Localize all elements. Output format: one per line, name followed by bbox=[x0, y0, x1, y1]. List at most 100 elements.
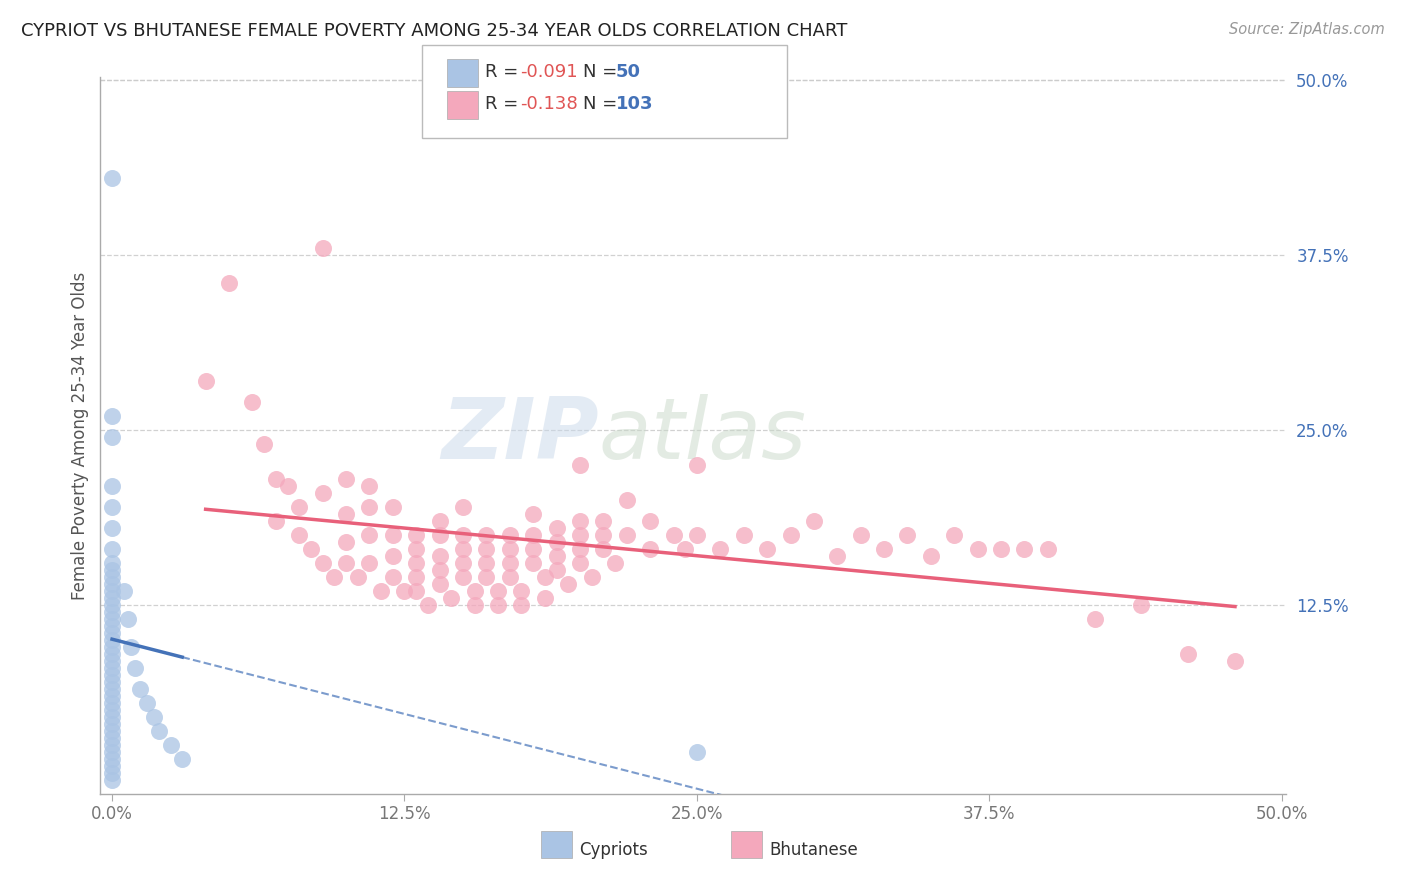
Point bbox=[101, 541, 124, 556]
Point bbox=[370, 583, 392, 598]
Point bbox=[464, 598, 486, 612]
Point bbox=[148, 723, 170, 738]
Point bbox=[451, 500, 474, 514]
Point bbox=[440, 591, 463, 605]
Point bbox=[686, 745, 709, 759]
Point bbox=[101, 479, 124, 493]
Text: N =: N = bbox=[583, 63, 623, 81]
Point bbox=[359, 556, 381, 570]
Point bbox=[405, 528, 427, 542]
Point bbox=[475, 556, 498, 570]
Point bbox=[101, 619, 124, 633]
Point bbox=[101, 430, 124, 444]
Point bbox=[101, 598, 124, 612]
Point bbox=[242, 395, 264, 409]
Point bbox=[359, 500, 381, 514]
Point bbox=[381, 500, 404, 514]
Point bbox=[451, 570, 474, 584]
Point bbox=[546, 563, 568, 577]
Point bbox=[756, 541, 779, 556]
Point bbox=[568, 458, 591, 472]
Point bbox=[429, 528, 451, 542]
Point bbox=[117, 612, 139, 626]
Point bbox=[101, 758, 124, 772]
Point bbox=[359, 528, 381, 542]
Point bbox=[920, 549, 942, 563]
Point bbox=[101, 738, 124, 752]
Point bbox=[101, 605, 124, 619]
Text: Bhutanese: Bhutanese bbox=[769, 841, 858, 859]
Point bbox=[143, 709, 166, 723]
Point bbox=[405, 541, 427, 556]
Point bbox=[381, 528, 404, 542]
Point bbox=[803, 514, 825, 528]
Point bbox=[568, 514, 591, 528]
Point bbox=[129, 681, 152, 696]
Point bbox=[966, 541, 988, 556]
Point bbox=[568, 528, 591, 542]
Point bbox=[429, 514, 451, 528]
Text: R =: R = bbox=[485, 63, 524, 81]
Point bbox=[101, 716, 124, 731]
Point bbox=[101, 654, 124, 668]
Point bbox=[451, 528, 474, 542]
Point bbox=[101, 632, 124, 647]
Point bbox=[522, 528, 544, 542]
Point bbox=[1223, 654, 1246, 668]
Point bbox=[101, 521, 124, 535]
Point bbox=[346, 570, 368, 584]
Point bbox=[499, 528, 522, 542]
Point bbox=[603, 556, 626, 570]
Point bbox=[101, 612, 124, 626]
Point bbox=[101, 409, 124, 423]
Point bbox=[873, 541, 896, 556]
Point bbox=[499, 556, 522, 570]
Point bbox=[264, 472, 287, 486]
Point bbox=[405, 583, 427, 598]
Point bbox=[499, 541, 522, 556]
Point bbox=[568, 556, 591, 570]
Point bbox=[592, 514, 614, 528]
Text: Cypriots: Cypriots bbox=[579, 841, 648, 859]
Point bbox=[101, 674, 124, 689]
Point bbox=[499, 570, 522, 584]
Point bbox=[194, 374, 217, 388]
Point bbox=[827, 549, 849, 563]
Point bbox=[120, 640, 142, 654]
Text: Source: ZipAtlas.com: Source: ZipAtlas.com bbox=[1229, 22, 1385, 37]
Point bbox=[522, 541, 544, 556]
Point bbox=[896, 528, 918, 542]
Point bbox=[311, 556, 333, 570]
Point bbox=[335, 472, 357, 486]
Point bbox=[381, 549, 404, 563]
Point bbox=[686, 458, 709, 472]
Point bbox=[522, 556, 544, 570]
Point bbox=[416, 598, 439, 612]
Point bbox=[101, 723, 124, 738]
Point bbox=[101, 625, 124, 640]
Point bbox=[546, 549, 568, 563]
Point bbox=[101, 681, 124, 696]
Y-axis label: Female Poverty Among 25-34 Year Olds: Female Poverty Among 25-34 Year Olds bbox=[72, 271, 89, 599]
Text: -0.091: -0.091 bbox=[520, 63, 578, 81]
Point bbox=[779, 528, 801, 542]
Point bbox=[522, 507, 544, 521]
Point bbox=[124, 661, 146, 675]
Point bbox=[592, 541, 614, 556]
Point bbox=[638, 514, 661, 528]
Point bbox=[101, 703, 124, 717]
Text: R =: R = bbox=[485, 95, 524, 113]
Point bbox=[101, 689, 124, 703]
Point bbox=[101, 745, 124, 759]
Point bbox=[534, 591, 557, 605]
Point bbox=[510, 583, 533, 598]
Point bbox=[733, 528, 755, 542]
Point bbox=[288, 528, 311, 542]
Point bbox=[592, 528, 614, 542]
Point bbox=[1084, 612, 1107, 626]
Point bbox=[159, 738, 181, 752]
Point bbox=[546, 521, 568, 535]
Point bbox=[475, 528, 498, 542]
Text: 103: 103 bbox=[616, 95, 654, 113]
Point bbox=[264, 514, 287, 528]
